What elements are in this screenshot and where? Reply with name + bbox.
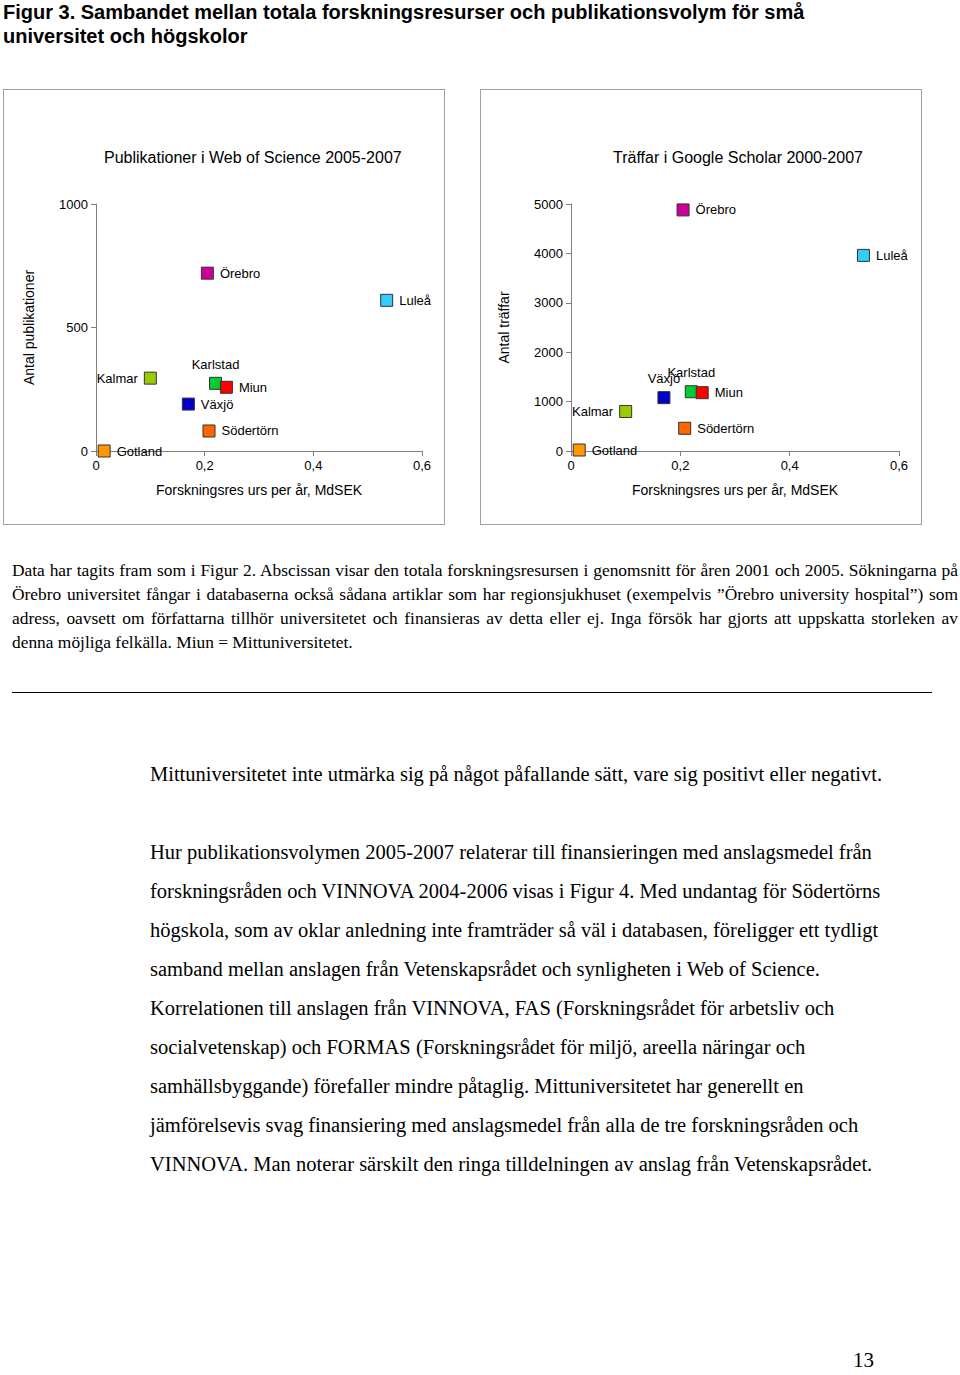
svg-text:Antal träffar: Antal träffar: [496, 291, 512, 363]
svg-text:0,6: 0,6: [413, 458, 431, 473]
svg-text:0: 0: [556, 444, 563, 459]
svg-text:Örebro: Örebro: [696, 202, 736, 217]
svg-text:5000: 5000: [534, 197, 563, 212]
html-text:13: 13: [853, 1348, 874, 1372]
html-text:Data har tagits fram som i Fig: Data har tagits fram som i Figur 2. Absc…: [12, 560, 958, 652]
svg-text:Örebro: Örebro: [220, 266, 260, 281]
svg-text:Luleå: Luleå: [876, 248, 909, 263]
svg-text:Publikationer i Web of Science: Publikationer i Web of Science 2005-2007: [104, 149, 402, 166]
svg-text:0,4: 0,4: [304, 458, 322, 473]
svg-text:Kalmar: Kalmar: [572, 404, 614, 419]
svg-text:0: 0: [92, 458, 99, 473]
svg-text:Antal publikationer: Antal publikationer: [21, 270, 37, 386]
svg-text:Gotland: Gotland: [592, 443, 638, 458]
svg-text:0,2: 0,2: [196, 458, 214, 473]
svg-text:Luleå: Luleå: [399, 293, 432, 308]
svg-text:Södertörn: Södertörn: [222, 423, 279, 438]
svg-text:Växjö: Växjö: [648, 371, 681, 386]
svg-text:0,2: 0,2: [671, 458, 689, 473]
svg-text:Miun: Miun: [715, 385, 743, 400]
svg-text:1000: 1000: [59, 197, 88, 212]
svg-text:Gotland: Gotland: [117, 444, 163, 459]
svg-text:Forskningsres urs per år, MdSE: Forskningsres urs per år, MdSEK: [632, 482, 839, 498]
svg-text:1000: 1000: [534, 394, 563, 409]
svg-text:Miun: Miun: [239, 380, 267, 395]
svg-text:Växjö: Växjö: [201, 397, 234, 412]
svg-text:Karlstad: Karlstad: [667, 365, 716, 381]
svg-text:Träffar i Google Scholar 2000-: Träffar i Google Scholar 2000-2007: [613, 149, 863, 166]
svg-text:Forskningsres urs per år, MdSE: Forskningsres urs per år, MdSEK: [156, 482, 363, 498]
html-text:Figur 3. Sambandet mellan tota: Figur 3. Sambandet mellan totala forskni…: [3, 1, 805, 47]
svg-text:0: 0: [567, 458, 574, 473]
svg-text:Södertörn: Södertörn: [697, 421, 754, 436]
html-text:Hur publikationsvolymen 2005-2: Hur publikationsvolymen 2005-2007 relate…: [150, 841, 881, 1175]
svg-text:0,6: 0,6: [890, 458, 908, 473]
svg-text:3000: 3000: [534, 295, 563, 310]
svg-text:0: 0: [81, 444, 88, 459]
html-text:Mittuniversitetet inte utmärka: Mittuniversitetet inte utmärka sig på nå…: [150, 763, 883, 785]
svg-text:4000: 4000: [534, 246, 563, 261]
svg-text:500: 500: [66, 320, 88, 335]
svg-text:Kalmar: Kalmar: [97, 371, 139, 386]
svg-text:2000: 2000: [534, 345, 563, 360]
svg-text:Karlstad: Karlstad: [192, 357, 240, 372]
svg-text:0,4: 0,4: [781, 458, 799, 473]
